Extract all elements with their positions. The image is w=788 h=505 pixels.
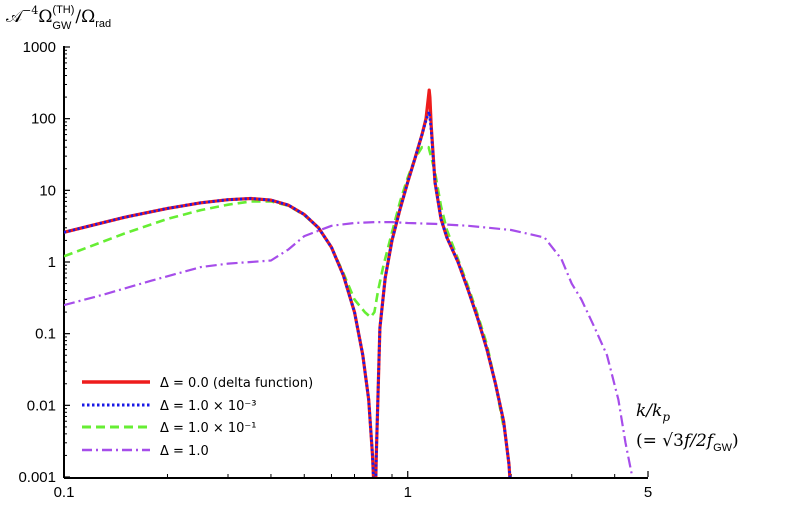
x-tick-label: 5 bbox=[644, 484, 652, 501]
x-label-main: k/k bbox=[636, 401, 662, 421]
x-label2-mid: f/2f bbox=[682, 431, 716, 451]
y-label-base: 𝒜 bbox=[6, 7, 24, 27]
x-tick-label: 0.1 bbox=[54, 484, 75, 501]
x-axis-label: k/kp bbox=[636, 401, 670, 424]
y-label-sup: (TH) bbox=[52, 4, 74, 16]
x-axis-label-line2: (= √3f/2fGW) bbox=[636, 431, 739, 454]
series-line-2 bbox=[64, 145, 505, 428]
y-tick-label: 100 bbox=[31, 111, 56, 128]
x-label2-open: (= √3 bbox=[636, 431, 684, 451]
y-tick-label: 1000 bbox=[23, 39, 56, 56]
series-line-3 bbox=[64, 221, 634, 477]
y-label-slash: /Ω bbox=[75, 7, 95, 27]
legend: Δ = 0.0 (delta function) Δ = 1.0 × 10⁻³ … bbox=[82, 376, 313, 459]
y-label-omega: Ω bbox=[38, 7, 52, 27]
series-line-0 bbox=[64, 88, 512, 477]
legend-label-0: Δ = 0.0 (delta function) bbox=[160, 376, 313, 391]
y-axis-label: 𝒜−4Ω(TH) GW/Ωrad bbox=[6, 4, 111, 32]
y-tick-label: 10 bbox=[39, 182, 56, 199]
legend-label-1: Δ = 1.0 × 10⁻³ bbox=[160, 399, 257, 414]
y-tick-label: 0.001 bbox=[18, 469, 56, 486]
series-line-1 bbox=[64, 110, 512, 477]
y-tick-label: 1 bbox=[48, 254, 56, 271]
x-label-sub: p bbox=[662, 410, 670, 424]
y-label-rad: rad bbox=[95, 18, 111, 30]
x-label2-close: ) bbox=[732, 431, 739, 451]
y-tick-label: 0.1 bbox=[35, 326, 56, 343]
ticks bbox=[63, 46, 649, 478]
legend-label-3: Δ = 1.0 bbox=[160, 444, 209, 459]
legend-label-2: Δ = 1.0 × 10⁻¹ bbox=[160, 421, 257, 436]
y-tick-label: 0.01 bbox=[27, 397, 56, 414]
y-label-sub: GW bbox=[52, 20, 72, 32]
series-layer bbox=[64, 88, 634, 477]
y-label-exp: −4 bbox=[22, 4, 38, 17]
x-label2-sub: GW bbox=[713, 442, 733, 454]
x-tick-label: 1 bbox=[404, 484, 412, 501]
